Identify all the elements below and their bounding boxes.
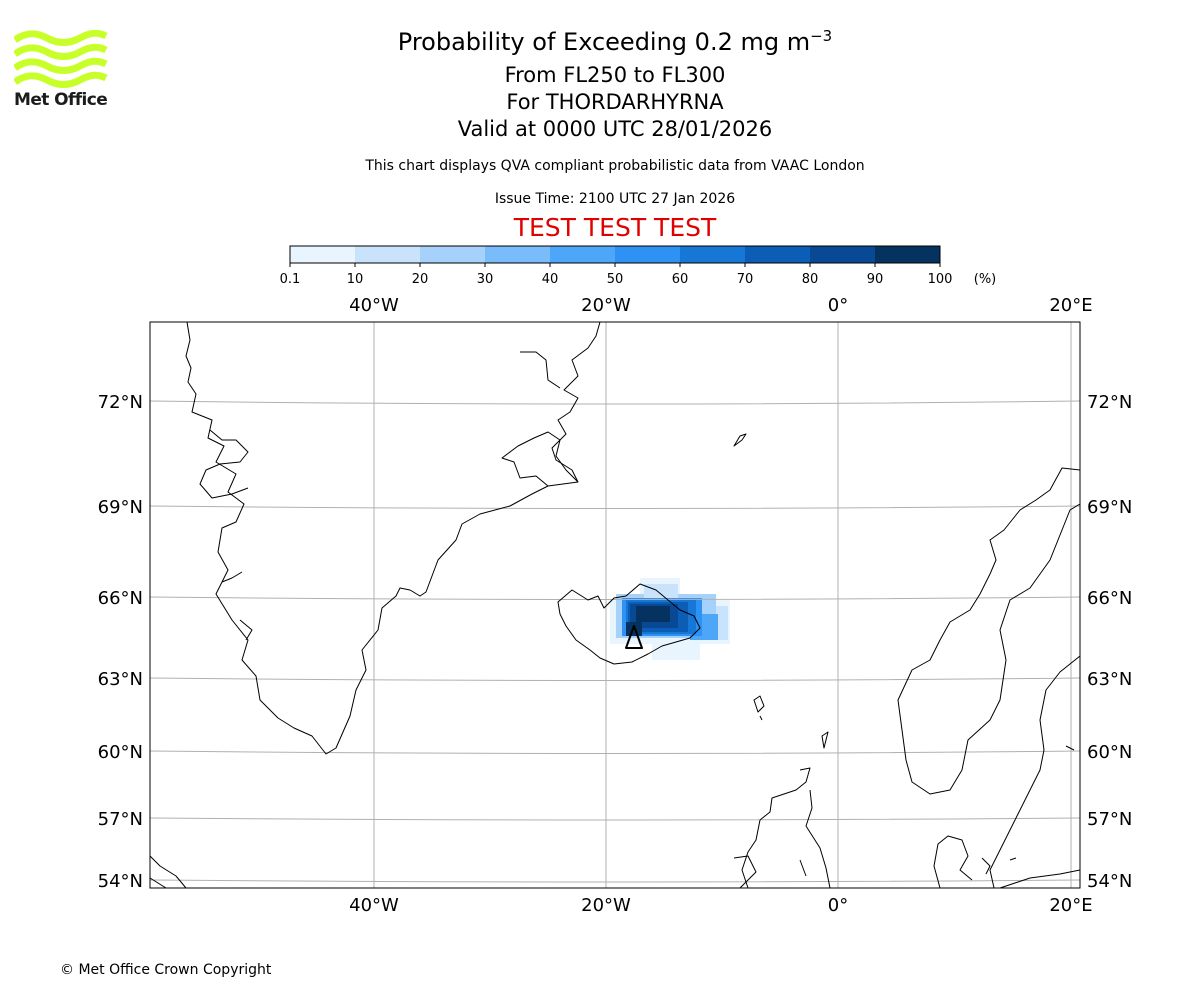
met-office-waves-icon [12,29,108,88]
left-lat-label: 66°N [98,588,143,609]
faroe-islands-coastline [753,695,765,713]
left-lat-label: 63°N [98,669,143,690]
probability-colorbar: 0.1 10 20 30 40 50 60 70 80 90 100 (%) [280,245,997,287]
norway-coastline [897,467,1081,795]
map-frame [149,321,1081,889]
colorbar-tick-label: 50 [607,272,624,287]
colorbar-segment [745,246,811,263]
canada-coastline [149,855,187,889]
colorbar-segment [290,246,356,263]
logo-text: Met Office [14,90,108,110]
right-lat-label: 69°N [1087,497,1132,518]
colorbar-segment [680,246,746,263]
left-lat-label: 57°N [98,809,143,830]
colorbar-tick-label: 60 [672,272,689,287]
denmark-coastline [933,835,973,889]
colorbar-tick-label: 80 [802,272,819,287]
met-office-logo: Met Office [12,29,109,112]
bottom-lon-label: 0° [828,895,848,916]
top-lon-label: 40°W [349,295,399,316]
uk-coastline [741,767,831,889]
colorbar-segment [355,246,421,263]
left-lat-label: 69°N [98,497,143,518]
colorbar-tick-label: 0.1 [280,272,301,287]
right-lat-label: 54°N [1087,871,1132,892]
left-lat-label: 60°N [98,742,143,763]
top-lon-label: 0° [828,295,848,316]
ash-probability-map: 40°W 20°W 0° 20°E 40°W 20°W 0° 20°E 72°N… [98,295,1133,916]
volcano-triangle-icon [625,625,643,649]
greenland-coastline [185,321,601,755]
map-gridlines [149,322,1081,888]
copyright-notice: © Met Office Crown Copyright [60,962,272,978]
valid-time: Valid at 0000 UTC 28/01/2026 [457,117,773,141]
colorbar-segment [875,246,941,263]
right-lat-label: 66°N [1087,588,1132,609]
sweden-coastline [989,655,1081,889]
colorbar-segment [485,246,551,263]
title-superscript: −3 [810,27,833,45]
colorbar-segment [810,246,876,263]
right-lat-label: 57°N [1087,809,1132,830]
colorbar-segment [615,246,681,263]
bottom-lon-label: 20°W [581,895,631,916]
left-lat-label: 72°N [98,392,143,413]
flight-level-range: From FL250 to FL300 [504,63,726,87]
volcano-name: For THORDARHYRNA [506,90,724,114]
chart-title: Probability of Exceeding 0.2 mg m−3 [0,27,1200,56]
right-lat-label: 60°N [1087,742,1132,763]
shetland-coastline [821,731,829,749]
disclaimer-text: This chart displays QVA compliant probab… [365,158,865,174]
title-main: Probability of Exceeding 0.2 mg m [397,28,811,56]
jan-mayen-coastline [733,433,747,447]
colorbar-tick-label: 10 [347,272,364,287]
colorbar-tick-label: 100 [928,272,953,287]
right-lat-label: 72°N [1087,392,1132,413]
colorbar-tick-label: 30 [477,272,494,287]
bottom-lon-label: 40°W [349,895,399,916]
colorbar-segment [550,246,616,263]
colorbar-tick-label: 70 [737,272,754,287]
colorbar-tick-label: 20 [412,272,429,287]
colorbar-tick-label: 90 [867,272,884,287]
test-banner: TEST TEST TEST [513,213,717,242]
right-lat-label: 63°N [1087,669,1132,690]
colorbar-unit: (%) [974,272,997,287]
left-lat-label: 54°N [98,871,143,892]
issue-time: Issue Time: 2100 UTC 27 Jan 2026 [494,191,736,207]
top-lon-label: 20°E [1049,295,1092,316]
top-lon-label: 20°W [581,295,631,316]
map-tick-labels: 40°W 20°W 0° 20°E 40°W 20°W 0° 20°E 72°N… [98,295,1133,916]
iceland-coastline [557,583,701,665]
bottom-lon-label: 20°E [1049,895,1092,916]
coastlines [149,321,1081,889]
colorbar-tick-label: 40 [542,272,559,287]
colorbar-segment [420,246,486,263]
